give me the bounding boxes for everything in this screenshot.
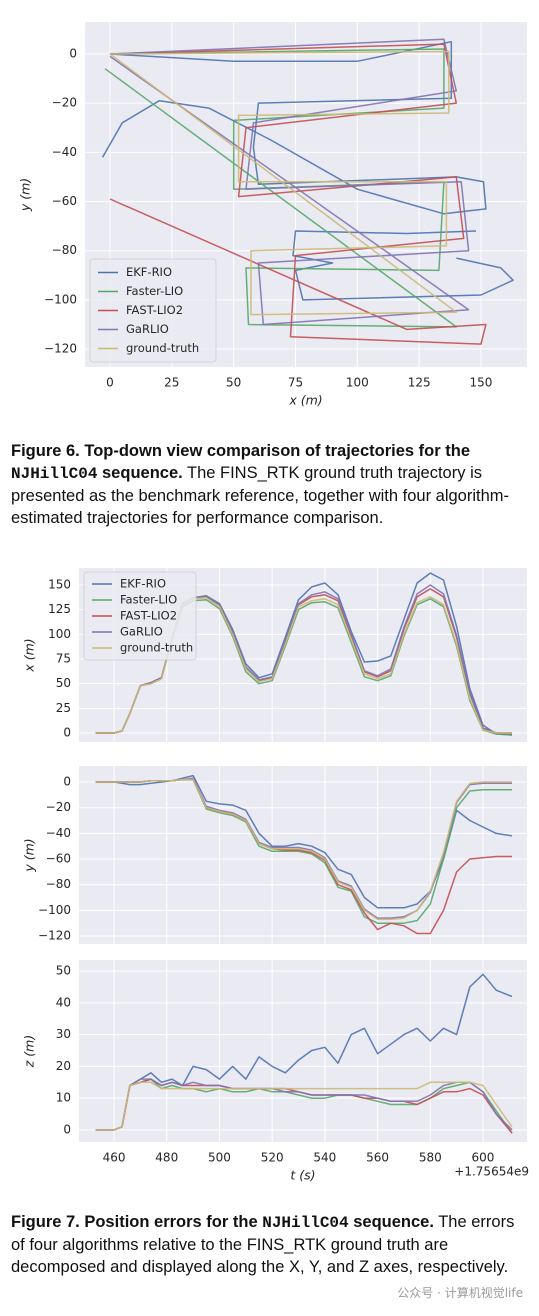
y-tick-label: 20 xyxy=(56,1059,71,1073)
legend-label: EKF-RIO xyxy=(126,265,172,279)
caption-bold: Top-down view comparison of trajectories… xyxy=(79,442,471,460)
legend-label: Faster-LIO xyxy=(126,284,183,298)
x-tick-label: 560 xyxy=(366,1151,389,1165)
x-tick-label: 520 xyxy=(261,1151,284,1165)
y-tick-label: −60 xyxy=(52,194,77,208)
plot-area xyxy=(79,766,527,944)
legend-label: FAST-LIO2 xyxy=(126,303,183,317)
x-axis-label: t (s) xyxy=(290,1168,315,1183)
y-tick-label: 0 xyxy=(63,1122,71,1136)
caption-code: NJHillC04 xyxy=(11,465,98,483)
x-tick-label: 580 xyxy=(419,1151,442,1165)
caption: Figure 6. Top-down view comparison of tr… xyxy=(11,440,531,529)
y-tick-label: −60 xyxy=(46,852,71,866)
y-tick-label: −80 xyxy=(52,243,77,257)
series-group xyxy=(95,973,513,1134)
x-tick-label: 540 xyxy=(313,1151,336,1165)
caption-bold: sequence. xyxy=(348,1213,434,1231)
x-tick-label: 600 xyxy=(472,1151,495,1165)
y-tick-label: 25 xyxy=(56,701,71,715)
y-axis-label: y (m) xyxy=(22,838,37,872)
y-tick-label: 30 xyxy=(56,1027,71,1041)
axis-offset-label: +1.75654e9 xyxy=(454,1165,529,1179)
plot-area xyxy=(79,960,527,1142)
caption-bold: sequence. xyxy=(97,464,183,482)
y-tick-label: 40 xyxy=(56,995,71,1009)
y-tick-label: 0 xyxy=(63,726,71,740)
legend-label: GaRLIO xyxy=(120,625,163,639)
legend-box xyxy=(83,571,197,661)
y-tick-label: −20 xyxy=(52,96,77,110)
watermark: 公众号 · 计算机视觉life xyxy=(397,1286,523,1300)
legend-label: GaRLIO xyxy=(126,322,169,336)
series-group xyxy=(101,38,514,345)
y-tick-label: 150 xyxy=(48,577,71,591)
y-tick-label: −20 xyxy=(46,800,71,814)
x-tick-label: 0 xyxy=(106,376,114,390)
caption-code: NJHillC04 xyxy=(262,1214,349,1232)
y-tick-label: −40 xyxy=(46,826,71,840)
caption: Figure 7. Position errors for the NJHill… xyxy=(11,1211,531,1278)
series-line xyxy=(95,596,512,734)
series-line xyxy=(95,1078,513,1134)
y-axis-label: x (m) xyxy=(22,638,37,672)
series-line xyxy=(109,38,470,326)
y-tick-label: −100 xyxy=(44,292,77,306)
legend-label: EKF-RIO xyxy=(120,577,166,591)
x-tick-label: 480 xyxy=(155,1151,178,1165)
caption-label: Figure 7. xyxy=(11,1213,80,1231)
legend-box xyxy=(89,258,217,363)
series-line xyxy=(95,973,513,1131)
series-line xyxy=(95,778,512,921)
x-tick-label: 460 xyxy=(103,1151,126,1165)
y-tick-label: −80 xyxy=(46,877,71,891)
x-tick-label: 500 xyxy=(208,1151,231,1165)
legend-label: ground-truth xyxy=(120,641,193,655)
y-tick-label: −120 xyxy=(38,929,71,943)
caption-text: The FINS_RTK ground truth trajectory is … xyxy=(11,464,510,527)
series-line xyxy=(95,584,513,735)
caption-bold: Position errors for the xyxy=(79,1213,263,1231)
y-tick-label: 0 xyxy=(69,46,77,60)
y-tick-label: −100 xyxy=(38,903,71,917)
caption-text: The errors of four algorithms relative t… xyxy=(11,1213,515,1276)
legend-label: ground-truth xyxy=(126,341,199,355)
series-line xyxy=(95,1078,513,1131)
x-tick-label: 125 xyxy=(408,376,431,390)
x-tick-label: 150 xyxy=(470,376,493,390)
series-line xyxy=(109,43,487,345)
y-tick-label: 10 xyxy=(56,1091,71,1105)
y-tick-label: 75 xyxy=(56,651,71,665)
y-tick-label: 100 xyxy=(48,627,71,641)
y-tick-label: −120 xyxy=(44,342,77,356)
legend-label: FAST-LIO2 xyxy=(120,609,177,623)
x-tick-label: 50 xyxy=(226,376,241,390)
y-axis-label: y (m) xyxy=(18,178,33,212)
y-tick-label: −40 xyxy=(52,145,77,159)
x-tick-label: 75 xyxy=(288,376,303,390)
series-line xyxy=(109,50,458,316)
y-tick-label: 125 xyxy=(48,602,71,616)
series-group xyxy=(95,572,513,736)
y-axis-label: z (m) xyxy=(22,1035,37,1068)
series-group xyxy=(95,774,513,935)
legend-label: Faster-LIO xyxy=(120,593,177,607)
x-axis-label: x (m) xyxy=(288,393,322,408)
caption-label: Figure 6. xyxy=(11,442,80,460)
x-tick-label: 100 xyxy=(346,376,369,390)
x-tick-label: 25 xyxy=(164,376,179,390)
series-line xyxy=(95,1081,513,1131)
y-tick-label: 50 xyxy=(56,964,71,978)
y-tick-label: 0 xyxy=(63,775,71,789)
y-tick-label: 50 xyxy=(56,676,71,690)
